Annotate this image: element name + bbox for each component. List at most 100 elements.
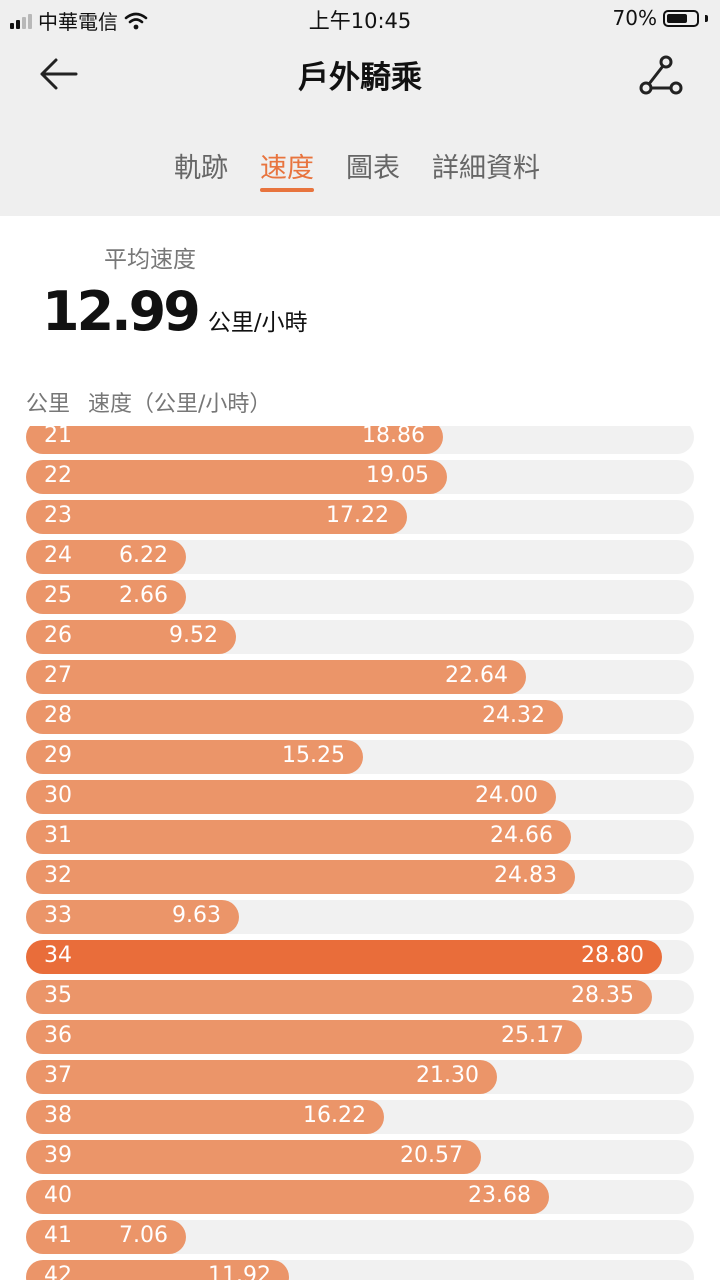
battery-group: 70% <box>613 6 708 30</box>
split-row: 31 24.66 <box>26 820 694 854</box>
average-speed: 12.99 公里/小時 <box>42 280 308 343</box>
split-km: 30 <box>44 783 72 808</box>
split-km: 39 <box>44 1143 72 1168</box>
status-time: 上午10:45 <box>308 9 412 33</box>
split-speed-bar: 31 24.66 <box>26 820 571 854</box>
split-row: 30 24.00 <box>26 780 694 814</box>
tab-bar: 軌跡 速度 圖表 詳細資料 <box>0 146 720 196</box>
split-row: 33 9.63 <box>26 900 694 934</box>
split-speed-value: 18.86 <box>362 426 425 448</box>
split-speed-value: 15.25 <box>282 743 345 768</box>
speed-column-label: 速度（公里/小時） <box>88 392 272 417</box>
split-speed-value: 6.22 <box>119 543 168 568</box>
split-row: 36 25.17 <box>26 1020 694 1054</box>
split-km: 21 <box>44 426 72 448</box>
split-speed-bar: 40 23.68 <box>26 1180 549 1214</box>
status-bar: 中華電信 上午10:45 70% <box>0 0 720 36</box>
split-speed-bar: 28 24.32 <box>26 700 563 734</box>
split-speed-bar: 21 18.86 <box>26 426 443 454</box>
split-row: 23 17.22 <box>26 500 694 534</box>
tab-chart[interactable]: 圖表 <box>346 153 400 184</box>
split-row: 21 18.86 <box>26 426 694 454</box>
split-speed-value: 25.17 <box>501 1023 564 1048</box>
split-speed-bar: 30 24.00 <box>26 780 556 814</box>
tab-speed[interactable]: 速度 <box>260 146 314 192</box>
split-row: 40 23.68 <box>26 1180 694 1214</box>
split-speed-bar: 42 11.92 <box>26 1260 289 1280</box>
split-row: 27 22.64 <box>26 660 694 694</box>
split-speed-value: 22.64 <box>445 663 508 688</box>
average-speed-label: 平均速度 <box>104 247 196 273</box>
split-speed-bar: 27 22.64 <box>26 660 526 694</box>
split-speed-bar: 22 19.05 <box>26 460 447 494</box>
carrier-name: 中華電信 <box>38 10 118 34</box>
split-row: 29 15.25 <box>26 740 694 774</box>
split-speed-bar: 41 7.06 <box>26 1220 186 1254</box>
signal-icon <box>10 13 32 29</box>
split-speed-bar: 23 17.22 <box>26 500 407 534</box>
split-km: 33 <box>44 903 72 928</box>
split-speed-bar: 26 9.52 <box>26 620 236 654</box>
split-km: 32 <box>44 863 72 888</box>
split-speed-value: 24.83 <box>494 863 557 888</box>
split-speed-bar: 32 24.83 <box>26 860 575 894</box>
split-km: 23 <box>44 503 72 528</box>
active-tab-underline <box>260 188 314 192</box>
split-km: 28 <box>44 703 72 728</box>
split-km: 41 <box>44 1223 72 1248</box>
split-speed-bar: 36 25.17 <box>26 1020 582 1054</box>
split-km: 31 <box>44 823 72 848</box>
split-km: 40 <box>44 1183 72 1208</box>
split-km: 24 <box>44 543 72 568</box>
split-row: 38 16.22 <box>26 1100 694 1134</box>
battery-icon <box>663 9 699 27</box>
average-speed-value: 12.99 <box>42 280 201 343</box>
split-speed-value: 28.80 <box>581 943 644 968</box>
back-arrow-icon[interactable] <box>34 52 84 96</box>
split-km: 26 <box>44 623 72 648</box>
tab-track[interactable]: 軌跡 <box>174 153 228 184</box>
split-speed-bar: 34 28.80 <box>26 940 662 974</box>
route-share-icon[interactable] <box>638 54 684 98</box>
km-column-label: 公里 <box>26 392 71 417</box>
split-speed-value: 28.35 <box>571 983 634 1008</box>
split-speed-value: 24.00 <box>475 783 538 808</box>
split-speed-bar: 33 9.63 <box>26 900 239 934</box>
split-km: 42 <box>44 1263 72 1280</box>
split-km: 22 <box>44 463 72 488</box>
split-km: 37 <box>44 1063 72 1088</box>
average-speed-unit: 公里/小時 <box>207 310 308 336</box>
split-speed-bar: 39 20.57 <box>26 1140 481 1174</box>
split-row: 22 19.05 <box>26 460 694 494</box>
split-speed-value: 24.32 <box>482 703 545 728</box>
split-speed-bar: 29 15.25 <box>26 740 363 774</box>
list-header: 公里 速度（公里/小時） <box>26 386 271 418</box>
split-speed-value: 20.57 <box>400 1143 463 1168</box>
split-row: 39 20.57 <box>26 1140 694 1174</box>
nav-bar: 戶外騎乘 <box>0 40 720 106</box>
split-km: 25 <box>44 583 72 608</box>
split-speed-value: 21.30 <box>416 1063 479 1088</box>
split-speed-value: 7.06 <box>119 1223 168 1248</box>
split-speed-value: 9.63 <box>172 903 221 928</box>
split-speed-value: 16.22 <box>303 1103 366 1128</box>
split-km: 35 <box>44 983 72 1008</box>
split-km: 29 <box>44 743 72 768</box>
split-km: 27 <box>44 663 72 688</box>
split-speed-list[interactable]: 21 18.86 22 19.05 23 17.22 24 6.22 25 2.66 26 9.52 2… <box>0 426 720 1280</box>
split-row: 32 24.83 <box>26 860 694 894</box>
split-speed-value: 23.68 <box>468 1183 531 1208</box>
split-km: 38 <box>44 1103 72 1128</box>
split-row: 42 11.92 <box>26 1260 694 1280</box>
split-speed-bar: 37 21.30 <box>26 1060 497 1094</box>
tab-details[interactable]: 詳細資料 <box>432 153 540 184</box>
split-speed-value: 11.92 <box>208 1263 271 1280</box>
split-speed-bar: 24 6.22 <box>26 540 186 574</box>
split-speed-bar: 38 16.22 <box>26 1100 384 1134</box>
split-row: 25 2.66 <box>26 580 694 614</box>
split-speed-value: 17.22 <box>326 503 389 528</box>
page-title: 戶外騎乘 <box>298 60 422 96</box>
split-speed-value: 2.66 <box>119 583 168 608</box>
split-speed-value: 19.05 <box>366 463 429 488</box>
split-speed-bar: 35 28.35 <box>26 980 652 1014</box>
